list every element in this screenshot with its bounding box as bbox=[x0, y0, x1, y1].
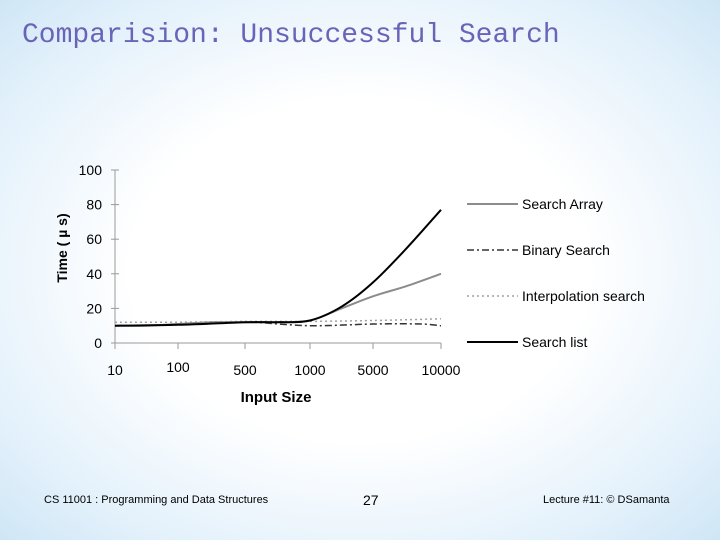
x-axis-label: Input Size bbox=[241, 389, 312, 406]
series-lines bbox=[114, 209, 442, 327]
y-tick-label: 100 bbox=[79, 162, 103, 178]
y-axis-label: Time ( µ s) bbox=[54, 213, 70, 282]
series-line-search-list bbox=[114, 209, 442, 327]
y-tick-label: 0 bbox=[94, 335, 102, 351]
y-tick-label: 20 bbox=[86, 300, 102, 316]
x-tick-label: 1000 bbox=[294, 362, 325, 378]
y-axis: 0 20 40 60 80 100 bbox=[79, 162, 119, 351]
footer-page-number: 27 bbox=[363, 492, 379, 508]
x-tick-label: 100 bbox=[166, 359, 190, 375]
x-tick-label: 10 bbox=[107, 362, 123, 378]
footer-lecture: Lecture #11: © DSamanta bbox=[543, 494, 670, 506]
series-line-search-array bbox=[114, 272, 442, 327]
legend-label-binary-search: Binary Search bbox=[522, 242, 610, 258]
x-tick-label: 5000 bbox=[357, 362, 388, 378]
x-axis: 10 100 500 1000 5000 10000 bbox=[107, 342, 461, 378]
legend: Search Array Binary Search Interpolation s… bbox=[467, 196, 645, 350]
y-tick-label: 80 bbox=[86, 197, 102, 213]
x-tick-label: 10000 bbox=[422, 362, 461, 378]
legend-label-search-array: Search Array bbox=[522, 196, 603, 212]
y-tick-label: 60 bbox=[86, 231, 102, 247]
slide-title: Comparision: Unsuccessful Search bbox=[22, 20, 560, 51]
legend-label-search-list: Search list bbox=[522, 334, 587, 350]
footer-course: CS 11001 : Programming and Data Structur… bbox=[44, 494, 269, 506]
series-line-interpolation-search bbox=[114, 318, 442, 324]
y-tick-label: 40 bbox=[86, 266, 102, 282]
legend-label-interpolation-search: Interpolation search bbox=[522, 288, 645, 304]
x-tick-label: 500 bbox=[233, 362, 257, 378]
